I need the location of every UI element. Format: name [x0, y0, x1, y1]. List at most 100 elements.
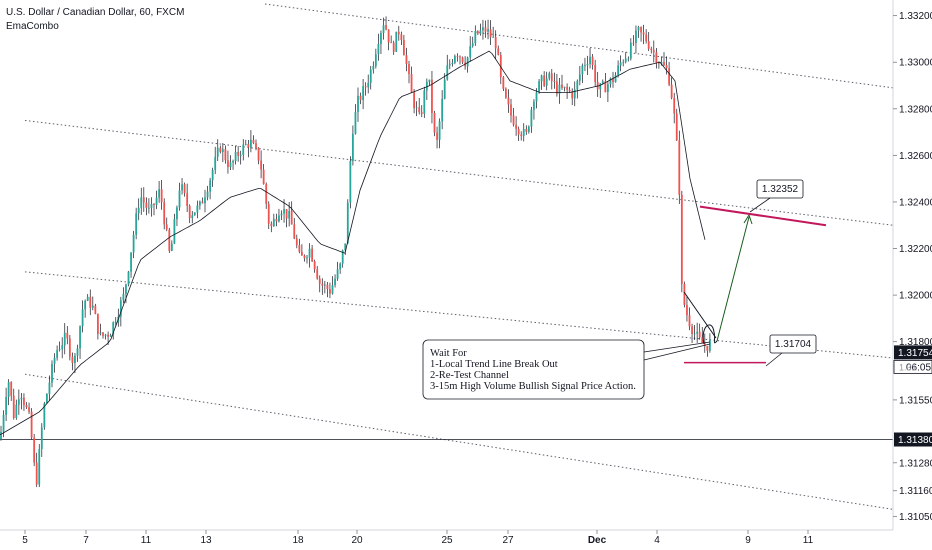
candle-body: [390, 42, 393, 44]
candle-body: [199, 201, 201, 206]
candle-body: [635, 30, 637, 43]
candle-body: [331, 285, 334, 294]
candle-body: [176, 207, 178, 220]
candle-body: [247, 143, 250, 148]
channel-line[interactable]: [24, 119, 894, 226]
level-price-badge: [894, 432, 932, 447]
candle-body: [135, 213, 138, 235]
candle-body: [441, 98, 444, 122]
candle-body: [545, 78, 548, 86]
channel-line[interactable]: [24, 373, 894, 510]
local-trend-line[interactable]: [683, 291, 717, 339]
candle-body: [622, 61, 625, 63]
candle-body: [706, 345, 709, 351]
target-callout-box[interactable]: [756, 179, 804, 199]
candle-body: [362, 86, 364, 101]
candle-body: [517, 128, 520, 135]
last-price-value: 1.31754: [898, 348, 932, 359]
candle-body: [329, 289, 331, 294]
candle-body: [474, 30, 477, 44]
candle-body: [599, 83, 602, 90]
candle-body: [418, 107, 421, 113]
candle-body: [323, 284, 326, 286]
channel-line[interactable]: [264, 3, 894, 89]
channel-lines: [24, 3, 894, 510]
retest-loop[interactable]: [702, 324, 718, 345]
time-tick-label: 11: [141, 535, 152, 546]
candle-body: [33, 437, 36, 463]
candlestick-series: [0, 16, 711, 488]
candle-body: [216, 147, 219, 157]
price-tick-label: 1.33200: [899, 11, 932, 22]
trade-drawings[interactable]: [683, 205, 827, 364]
candle-body: [43, 403, 46, 428]
candle-body: [242, 144, 245, 155]
candle-body: [668, 68, 670, 85]
candle-body: [403, 40, 405, 56]
candle-body: [550, 73, 553, 82]
candle-body: [548, 73, 551, 79]
candle-body: [155, 197, 158, 206]
candle-body: [392, 42, 395, 52]
candle-body: [660, 61, 663, 64]
candle-body: [642, 32, 645, 35]
time-tick-label: 7: [83, 535, 89, 546]
candle-body: [400, 34, 403, 41]
candle-body: [609, 78, 612, 85]
time-tick-label: 11: [803, 535, 814, 546]
candle-body: [170, 243, 173, 251]
candle-body: [23, 397, 25, 406]
candle-body: [122, 293, 125, 301]
candle-body: [535, 92, 538, 102]
candle-body: [74, 355, 76, 364]
candle-body: [308, 248, 311, 258]
annotation-box[interactable]: [422, 339, 645, 400]
arrow-head: [743, 214, 753, 225]
candle-body: [420, 112, 423, 114]
plot-background: [0, 0, 893, 530]
candle-body: [494, 36, 497, 49]
candle-body: [102, 332, 104, 336]
candle-body: [275, 218, 278, 222]
candle-body: [459, 56, 461, 58]
candle-body: [46, 394, 48, 404]
candle-body: [272, 218, 275, 226]
candle-body: [645, 34, 648, 42]
candle-body: [53, 357, 56, 364]
candle-body: [293, 224, 296, 239]
target-line[interactable]: [699, 205, 827, 227]
price-tick-label: 1.32000: [899, 291, 932, 302]
candle-body: [295, 238, 298, 246]
annotation-pointer: [643, 341, 711, 361]
candle-body: [270, 223, 273, 226]
candle-body: [670, 84, 673, 99]
indicator-name: EmaCombo: [6, 21, 59, 32]
candle-body: [507, 97, 510, 105]
candle-body: [497, 48, 500, 55]
candle-body: [484, 27, 487, 32]
candle-body: [655, 52, 658, 63]
candle-body: [109, 335, 112, 337]
candle-body: [265, 184, 268, 204]
candle-body: [86, 296, 89, 301]
candle-body: [311, 248, 313, 262]
candle-body: [568, 89, 571, 92]
candle-body: [425, 81, 428, 91]
projection-arrow[interactable]: [716, 216, 750, 342]
channel-line[interactable]: [24, 271, 894, 359]
candle-body: [20, 397, 23, 400]
candle-body: [691, 326, 693, 335]
candle-body: [663, 61, 665, 66]
stop-callout-box[interactable]: [769, 334, 817, 354]
candle-body: [525, 128, 528, 132]
time-tick-label: 9: [745, 535, 751, 546]
candle-body: [612, 78, 614, 83]
candle-body: [629, 42, 632, 59]
candle-body: [469, 46, 472, 58]
candle-body: [553, 81, 556, 82]
candle-body: [675, 113, 678, 141]
price-axis[interactable]: [893, 0, 932, 550]
candle-body: [56, 350, 58, 358]
